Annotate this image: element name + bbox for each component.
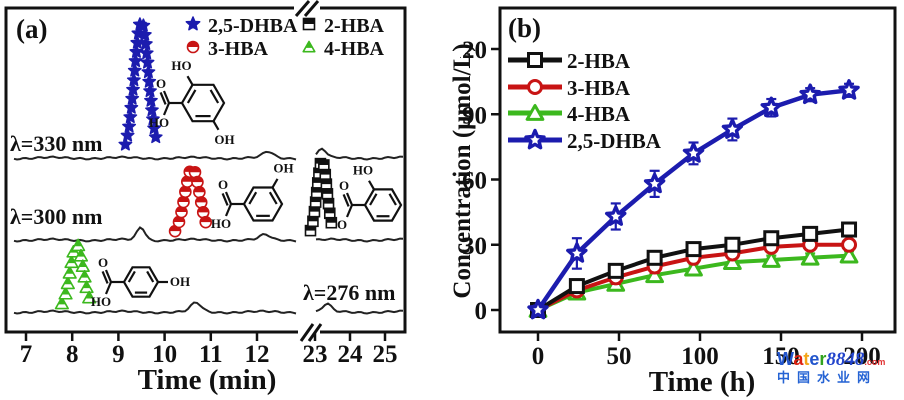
atom-label: HO (211, 216, 231, 231)
legend-item-4-hba: 4-HBA (508, 102, 631, 126)
x-tick-label: 150 (762, 343, 800, 370)
panel-a-x-ticks: 7 8 9 10 11 12 23 24 25 (20, 332, 398, 368)
wavelength-label-276nm: λ=276 nm (303, 280, 396, 305)
x-tick-label: 24 (338, 341, 364, 368)
legend-label: 2-HBA (324, 15, 385, 37)
legend-item-2-5-dhba: 2,5-DHBA (185, 15, 298, 37)
legend-label: 3-HBA (567, 76, 631, 100)
panel-b-x-axis-title: Time (h) (648, 366, 756, 398)
x-tick-label: 100 (681, 343, 719, 370)
panel-b-ticks: 0 30 60 90 120 0 50 100 150 200 (460, 37, 881, 370)
panel-b-y-axis-title: Concentration (μmol/L) (449, 43, 476, 299)
watermark: Water8848.com 中国水业网 (777, 350, 885, 384)
legend-label: 4-HBA (324, 38, 385, 60)
x-tick-label: 23 (303, 341, 328, 368)
structure-3-hba: O HO OH (211, 160, 294, 231)
atom-label: O (98, 255, 108, 270)
atom-label: HO (149, 115, 169, 130)
watermark-letter: W (777, 349, 794, 369)
x-tick-label: 11 (199, 341, 223, 368)
trace-276nm (13, 301, 404, 315)
y-tick-label: 30 (462, 233, 487, 260)
legend-item-2-5-dhba: 2,5-DHBA (508, 128, 662, 153)
panel-a-label: (a) (16, 14, 48, 44)
panel-a-x-axis-title: Time (min) (137, 364, 277, 396)
watermark-brand: Water8848.com (777, 350, 885, 369)
structure-4-hba: O HO OH (91, 255, 190, 309)
legend-item-2-hba: 2-HBA (302, 15, 385, 37)
atom-label: HO (91, 294, 111, 309)
x-tick-label: 9 (112, 341, 125, 368)
atom-label: O (337, 217, 347, 232)
legend-item-3-hba: 3-HBA (508, 76, 631, 100)
y-tick-label: 120 (460, 37, 487, 64)
legend-label: 4-HBA (567, 102, 631, 126)
watermark-tld: .com (864, 357, 886, 367)
x-tick-label: 7 (20, 341, 33, 368)
atom-label: OH (170, 274, 190, 289)
x-tick-label: 0 (532, 343, 545, 370)
peak-3-hba (168, 165, 213, 238)
wavelength-label-300nm: λ=300 nm (10, 204, 103, 229)
watermark-letter: a (793, 349, 804, 369)
legend-label: 3-HBA (208, 38, 269, 60)
x-tick-label: 12 (245, 341, 270, 368)
watermark-number: 8848 (826, 349, 865, 370)
structure-2-hba: O O HO (337, 162, 403, 232)
y-tick-label: 90 (462, 102, 487, 129)
watermark-letter: e (809, 349, 820, 369)
x-tick-label: 10 (152, 341, 177, 368)
series-4-hba (528, 246, 859, 318)
atom-label: HO (171, 58, 191, 73)
panel-a-legend: 2,5-DHBA 2-HBA 3-HBA 4-HBA (185, 15, 385, 60)
peak-2-5-dhba (118, 17, 163, 151)
watermark-letter: r (819, 349, 827, 369)
atom-label: O (339, 178, 349, 193)
legend-item-4-hba: 4-HBA (302, 38, 385, 60)
watermark-site-name: 中国水业网 (777, 370, 878, 385)
x-tick-label: 200 (843, 343, 881, 370)
legend-item-2-hba: 2-HBA (508, 49, 631, 73)
structure-2-5-dhba: O HO HO OH (149, 58, 235, 147)
y-tick-label: 0 (475, 298, 488, 325)
atom-label: OH (214, 132, 234, 147)
trace-300nm (13, 226, 404, 243)
y-tick-label: 60 (462, 168, 487, 195)
x-tick-label: 8 (66, 341, 79, 368)
atom-label: O (218, 177, 228, 192)
panel-b-label: (b) (508, 13, 541, 43)
atom-label: O (156, 76, 166, 91)
series-2-5-dhba (527, 79, 860, 320)
peak-4-hba (54, 238, 97, 310)
legend-label: 2-HBA (567, 49, 631, 73)
peak-2-hba (304, 157, 338, 237)
legend-label: 2,5-DHBA (208, 15, 298, 37)
wavelength-label-330nm: λ=330 nm (10, 131, 103, 156)
legend-label: 2,5-DHBA (567, 129, 662, 153)
legend-item-3-hba: 3-HBA (186, 38, 269, 60)
trace-330nm (13, 147, 404, 161)
atom-label: HO (353, 162, 373, 177)
atom-label: OH (273, 160, 293, 175)
watermark-letter: t (803, 349, 810, 369)
x-tick-label: 50 (607, 343, 632, 370)
x-tick-label: 25 (373, 341, 398, 368)
